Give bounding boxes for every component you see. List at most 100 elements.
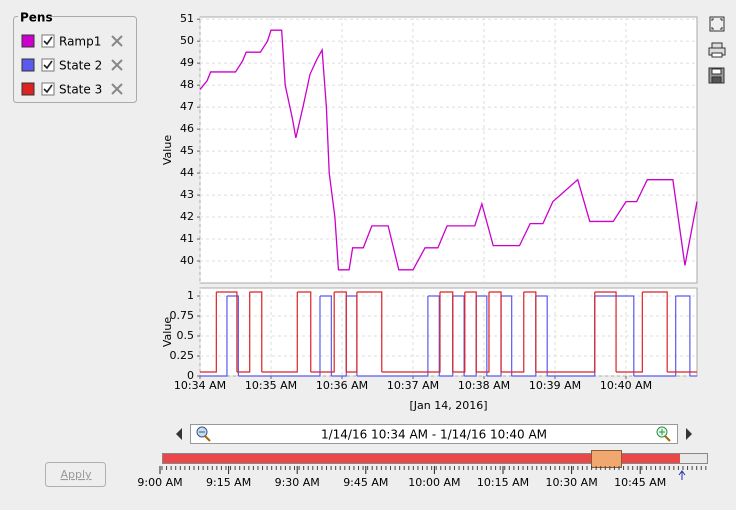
- step-segment: [535, 295, 548, 376]
- apply-label[interactable]: Apply: [60, 468, 92, 481]
- step-segment: [476, 295, 488, 376]
- y-tick-label: 44: [180, 166, 194, 179]
- pen-checkbox[interactable]: [41, 34, 55, 48]
- step-segment: [200, 296, 228, 377]
- step-segment: [594, 295, 635, 376]
- timeline-tick-label: 10:15 AM: [477, 476, 529, 489]
- step-segment: [249, 291, 263, 372]
- pen-check: [43, 84, 53, 94]
- step-segment: [452, 292, 466, 373]
- x-tick-label: 10:35 AM: [245, 379, 297, 392]
- y-tick-label: 51: [180, 12, 194, 25]
- step-segment: [319, 295, 332, 376]
- pen-checkbox[interactable]: [41, 58, 55, 72]
- step-segment: [633, 296, 677, 377]
- step-segment: [616, 292, 643, 373]
- step-segment: [356, 296, 429, 377]
- save-icon[interactable]: [708, 67, 725, 84]
- step-segment: [216, 291, 238, 372]
- step-segment: [439, 291, 454, 372]
- step-segment: [200, 292, 217, 373]
- pen-remove[interactable]: [111, 59, 123, 71]
- step-segment: [464, 291, 477, 372]
- step-segment: [501, 292, 525, 373]
- pen-checkbox[interactable]: [41, 82, 55, 96]
- plot-area-1: [199, 16, 698, 284]
- y-tick-label: 48: [180, 78, 194, 91]
- step-segment: [334, 291, 347, 372]
- step-segment: [297, 291, 312, 372]
- step-segment: [535, 292, 596, 373]
- y-tick-label: 1: [187, 289, 194, 302]
- line-series: [199, 29, 698, 271]
- y-tick-label: 42: [180, 210, 194, 223]
- step-segment: [675, 295, 691, 376]
- y-tick-label: 40: [180, 254, 194, 267]
- y-tick-label: 0: [187, 369, 194, 382]
- pen-color: [21, 58, 35, 72]
- step-segment: [452, 295, 465, 376]
- pen-name: Ramp1: [59, 35, 101, 49]
- y-tick-label: 47: [180, 100, 194, 113]
- pen-remove[interactable]: [111, 35, 123, 47]
- zoom-in-icon[interactable]: [656, 426, 671, 442]
- apply-button[interactable]: [45, 462, 106, 487]
- y-tick-label: 50: [180, 34, 194, 47]
- y-tick-label: 49: [180, 56, 194, 69]
- step-segment: [346, 292, 358, 373]
- timeline-axis: 9:00 AM 9:15 AM 9:30 AM 9:45 AM 10:00 AM 10:1…: [137, 466, 707, 489]
- pen-color: [21, 82, 35, 96]
- pen-remove[interactable]: [111, 83, 123, 95]
- y-tick-label: 41: [180, 232, 194, 245]
- zoom-fit-icon[interactable]: [709, 16, 725, 32]
- step-segment: [427, 295, 440, 376]
- next-arrow[interactable]: [686, 428, 692, 440]
- step-segment: [501, 295, 513, 376]
- y-tick-label: 45: [180, 144, 194, 157]
- range-label: 1/14/16 10:34 AM - 1/14/16 10:40 AM: [321, 428, 547, 442]
- x-tick-label: 10:38 AM: [458, 379, 510, 392]
- zoom-out-icon[interactable]: [196, 426, 211, 442]
- timeline-tick-label: 10:00 AM: [408, 476, 460, 489]
- step-segment: [523, 291, 537, 372]
- step-segment: [310, 292, 335, 373]
- pens-panel: [13, 16, 137, 103]
- y-axis-label: Value: [161, 317, 174, 347]
- timeline-tick-label: 9:15 AM: [206, 476, 251, 489]
- pens-list: Ramp1 State 2 State 3: [21, 34, 123, 97]
- y-tick-label: 0.75: [170, 309, 195, 322]
- pen-check: [43, 36, 53, 46]
- timeline-now-marker: [678, 470, 686, 480]
- y-tick-label: 43: [180, 188, 194, 201]
- step-segment: [356, 291, 383, 372]
- timeline-tick-label: 10:30 AM: [545, 476, 597, 489]
- x-tick-label: 10:34 AM: [174, 379, 226, 392]
- range-box: [190, 424, 678, 444]
- timeline-tick-label: 9:30 AM: [275, 476, 320, 489]
- pen-name: State 2: [59, 59, 102, 73]
- step-segment: [236, 292, 251, 373]
- pens-title: Pens: [20, 11, 53, 25]
- timeline-range: [163, 454, 680, 463]
- step-segment: [238, 296, 321, 377]
- pen-name: State 3: [59, 83, 102, 97]
- print-icon[interactable]: [708, 42, 726, 58]
- x-tick-label: 10:40 AM: [600, 379, 652, 392]
- step-segment: [488, 291, 502, 372]
- step-segment: [642, 291, 668, 372]
- step-segment: [476, 292, 490, 373]
- x-tick-label: 10:36 AM: [316, 379, 368, 392]
- pen-check: [43, 60, 53, 70]
- timeline-tick-label: 10:45 AM: [614, 476, 666, 489]
- timeline-window[interactable]: [591, 450, 622, 468]
- prev-arrow[interactable]: [176, 428, 182, 440]
- y-tick-label: 0.25: [170, 349, 195, 362]
- step-segment: [261, 292, 298, 373]
- panel-title-bg: [18, 12, 50, 22]
- step-segment: [226, 295, 239, 376]
- y-axis-label: Value: [161, 135, 174, 165]
- plot-area-2: [199, 287, 698, 377]
- timeline-tick-label: 9:45 AM: [343, 476, 388, 489]
- timeline-tick-label: 9:00 AM: [137, 476, 182, 489]
- step-segment: [594, 291, 617, 372]
